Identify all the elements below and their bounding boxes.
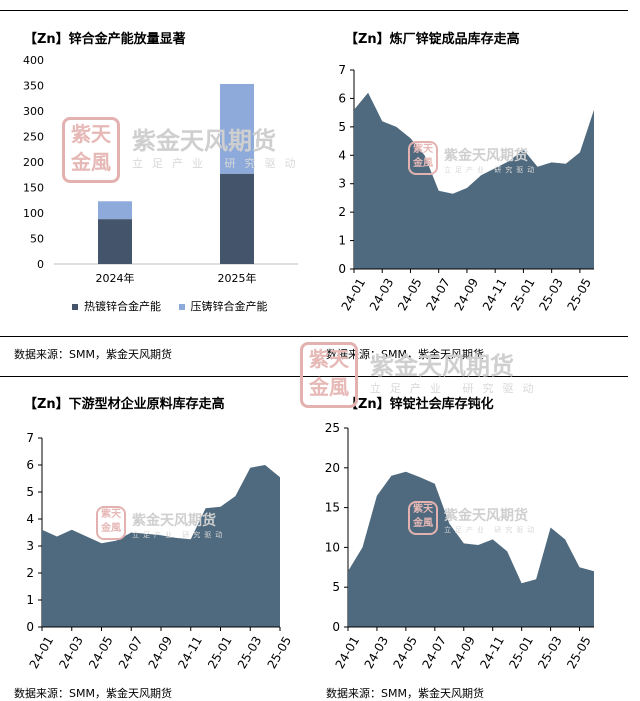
x-tick-label: 24-01 <box>339 276 369 313</box>
x-tick-label: 25-03 <box>536 276 566 313</box>
x-tick-label: 25-05 <box>565 276 595 313</box>
y-tick-label: 5 <box>26 485 34 499</box>
x-tick-label: 24-05 <box>395 276 425 313</box>
y-tick-label: 7 <box>338 63 346 77</box>
y-tick-label: 2 <box>338 205 346 219</box>
middle-rule-lower <box>0 376 628 377</box>
legend-swatch-hot-dip <box>72 304 78 310</box>
top-rule <box>0 10 628 11</box>
x-tick-label: 24-11 <box>480 276 510 313</box>
legend-item-die-cast: 压铸锌合金产能 <box>178 300 268 313</box>
area-series <box>348 471 594 627</box>
y-tick-label: 3 <box>338 177 346 191</box>
x-tick-label: 24-03 <box>362 634 392 671</box>
y-tick-label: 20 <box>325 461 340 475</box>
chart-social-inventory: 0 5 10 15 20 25 24-01 24-03 24-05 24-07 24-09 24-11… <box>325 421 594 671</box>
y-tick-label: 25 <box>325 421 340 435</box>
bar-die-cast <box>220 83 254 174</box>
chart-smelter-inventory: 0123456724-0124-0324-0524-0724-0924-1125… <box>338 63 595 313</box>
x-tick-label: 24-05 <box>391 634 421 671</box>
x-tick-label: 25-05 <box>265 634 295 671</box>
area-series <box>354 92 594 269</box>
x-tick-label: 24-11 <box>477 634 507 671</box>
chart-alloy-capacity: 0 50 100 150 200 250 300 350 400 2024年 2025年 <box>23 54 298 285</box>
x-tick-label: 2025年 <box>218 271 257 285</box>
x-tick-label: 24-03 <box>56 634 86 671</box>
y-tick-label: 15 <box>325 501 340 515</box>
y-tick-label: 0 <box>37 258 44 271</box>
y-tick-label: 5 <box>332 580 340 594</box>
y-tick-label: 150 <box>23 182 44 195</box>
source-note-smelter-inventory: 数据来源：SMM，紫金天风期货 <box>326 348 484 361</box>
y-tick-label: 100 <box>23 207 44 220</box>
panel-title-smelter-inventory: 【Zn】炼厂锌锭成品库存走高 <box>345 32 520 47</box>
panel-title-social-inventory: 【Zn】锌锭社会库存钝化 <box>345 397 494 412</box>
legend-swatch-die-cast <box>178 304 185 310</box>
bar-hot-dip <box>98 219 132 264</box>
legend-label-hot-dip: 热镀锌合金产能 <box>84 300 161 313</box>
x-tick-label: 25-01 <box>506 634 536 671</box>
y-tick-label: 3 <box>26 539 34 553</box>
x-tick-label: 24-09 <box>452 276 482 313</box>
y-tick-label: 50 <box>30 233 44 246</box>
panel-title-alloy-capacity: 【Zn】锌合金产能放量显著 <box>24 32 186 47</box>
x-tick-label: 24-09 <box>146 634 176 671</box>
x-tick-label: 24-09 <box>448 634 478 671</box>
middle-rule-upper <box>0 336 628 337</box>
x-tick-label: 24-11 <box>175 634 205 671</box>
area-series <box>42 465 280 627</box>
y-tick-label: 1 <box>26 593 34 607</box>
y-tick-label: 6 <box>338 91 346 105</box>
y-tick-label: 6 <box>26 458 34 472</box>
x-tick-label: 2024年 <box>96 271 135 285</box>
x-tick-label: 25-03 <box>235 634 265 671</box>
x-tick-label: 25-01 <box>508 276 538 313</box>
y-tick-label: 0 <box>26 620 34 634</box>
y-tick-label: 0 <box>332 620 340 634</box>
y-tick-label: 2 <box>26 566 34 580</box>
x-tick-label: 25-01 <box>205 634 235 671</box>
bar-hot-dip <box>220 173 254 264</box>
y-tick-label: 1 <box>338 234 346 248</box>
x-tick-label: 24-03 <box>367 276 397 313</box>
y-tick-label: 5 <box>338 120 346 134</box>
x-tick-label: 25-03 <box>535 634 565 671</box>
y-tick-label: 0 <box>338 262 346 276</box>
x-tick-label: 24-05 <box>86 634 116 671</box>
source-note-social-inventory: 数据来源：SMM，紫金天风期货 <box>326 687 484 700</box>
y-tick-label: 400 <box>23 54 44 67</box>
legend-item-hot-dip: 热镀锌合金产能 <box>72 300 161 313</box>
legend-label-die-cast: 压铸锌合金产能 <box>190 300 268 313</box>
legend-alloy-capacity: 热镀锌合金产能 压铸锌合金产能 <box>72 298 282 314</box>
bar-die-cast <box>98 201 132 220</box>
x-tick-label: 24-07 <box>423 276 453 313</box>
y-tick-label: 250 <box>23 131 44 144</box>
y-tick-label: 300 <box>23 105 44 118</box>
source-note-alloy-capacity: 数据来源：SMM，紫金天风期货 <box>14 348 172 361</box>
x-tick-label: 24-07 <box>116 634 146 671</box>
y-tick-label: 10 <box>325 540 340 554</box>
y-tick-label: 350 <box>23 80 44 93</box>
x-tick-label: 24-07 <box>419 634 449 671</box>
x-tick-label: 24-01 <box>27 634 57 671</box>
y-tick-label: 4 <box>26 512 34 526</box>
x-tick-label: 25-05 <box>564 634 594 671</box>
x-tick-label: 24-01 <box>333 634 363 671</box>
panel-title-downstream-inventory: 【Zn】下游型材企业原料库存走高 <box>24 397 225 412</box>
y-tick-label: 4 <box>338 148 346 162</box>
source-note-downstream-inventory: 数据来源：SMM，紫金天风期货 <box>14 687 172 700</box>
y-tick-label: 200 <box>23 156 44 169</box>
y-tick-label: 7 <box>26 431 34 445</box>
